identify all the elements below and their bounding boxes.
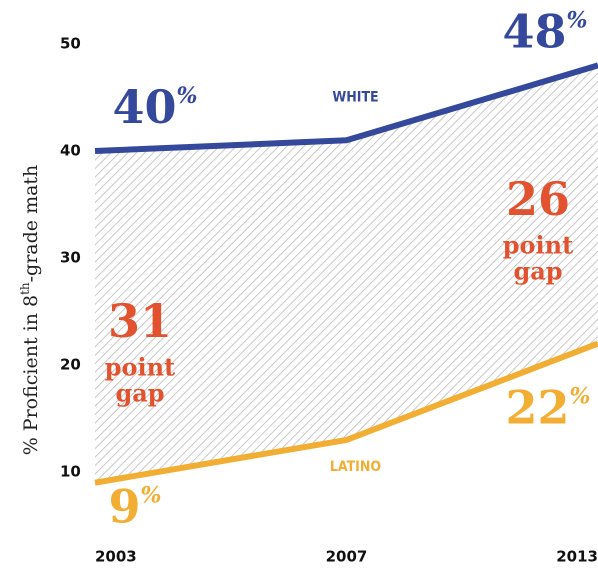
gap-annotation: point	[105, 353, 175, 382]
value-label: 40%	[113, 80, 198, 134]
gap-annotation: 31	[108, 294, 172, 348]
x-tick-label: 2013	[556, 548, 598, 566]
line	[94, 340, 598, 486]
y-tick-label: 50	[60, 35, 81, 53]
x-tick-label: 2007	[326, 548, 368, 566]
y-axis-label: % Proficient in 8th-grade math	[18, 165, 43, 456]
y-tick-label: 40	[60, 142, 81, 160]
gap-annotation: point	[503, 231, 573, 260]
y-tick-label: 10	[60, 463, 81, 481]
gap-annotation: gap	[115, 379, 164, 408]
value-label: 22%	[506, 381, 591, 435]
value-label: 48%	[503, 4, 588, 58]
value-label: 9%	[109, 480, 162, 534]
gap-annotation: gap	[513, 257, 562, 286]
y-tick-label: 20	[60, 356, 81, 374]
gap-annotation: 26	[506, 172, 570, 226]
y-tick-label: 30	[60, 249, 81, 267]
line	[94, 62, 598, 154]
x-tick-label: 2003	[95, 548, 137, 566]
series-label: WHITE	[332, 89, 378, 105]
gap-area	[95, 65, 598, 483]
series-label: LATINO	[330, 459, 382, 475]
